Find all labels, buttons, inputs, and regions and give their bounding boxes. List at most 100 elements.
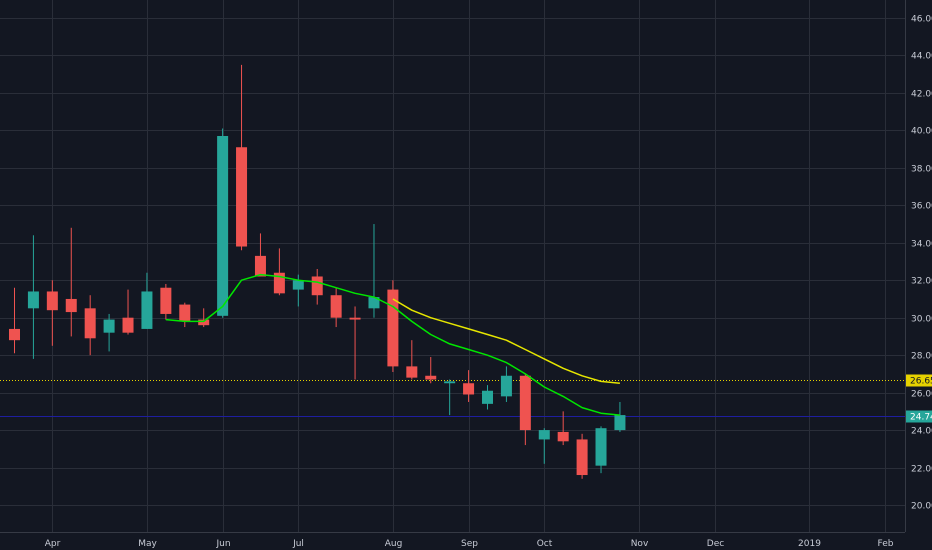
moving-average-line bbox=[165, 273, 620, 416]
x-tick-label: Nov bbox=[631, 539, 649, 549]
candle-body bbox=[141, 291, 153, 329]
candle-body bbox=[84, 308, 96, 339]
candle bbox=[406, 340, 418, 380]
y-tick-label: 40.00 bbox=[911, 127, 932, 137]
candle bbox=[368, 224, 380, 318]
candle bbox=[595, 426, 607, 474]
x-tick-label: Jun bbox=[215, 539, 230, 549]
candle-body bbox=[349, 317, 361, 320]
y-tick-label: 20.00 bbox=[911, 502, 932, 512]
x-tick-label: May bbox=[138, 539, 157, 549]
candle-body bbox=[292, 280, 304, 290]
candle bbox=[9, 287, 20, 354]
candle bbox=[141, 272, 153, 329]
candle-body bbox=[406, 366, 418, 378]
candle bbox=[538, 428, 550, 464]
candle bbox=[576, 433, 588, 479]
grid bbox=[0, 0, 905, 532]
price-label: 24.74 bbox=[910, 413, 932, 423]
candle bbox=[444, 379, 456, 416]
price-lines bbox=[0, 380, 905, 417]
x-tick-label: 2019 bbox=[798, 539, 821, 549]
candle-body bbox=[236, 147, 248, 247]
y-tick-label: 32.00 bbox=[911, 277, 932, 287]
candle bbox=[46, 280, 58, 346]
candle bbox=[330, 287, 342, 328]
candle-body bbox=[368, 297, 380, 309]
candle bbox=[84, 295, 96, 356]
candle-body bbox=[27, 291, 39, 309]
candle bbox=[557, 411, 569, 446]
candle-body bbox=[103, 319, 115, 333]
moving-average-line bbox=[392, 298, 620, 385]
x-tick-label: Apr bbox=[45, 539, 61, 549]
candle bbox=[482, 385, 493, 410]
price-label-box bbox=[906, 410, 932, 423]
candle-body bbox=[500, 375, 512, 397]
y-tick-label: 42.00 bbox=[911, 90, 932, 100]
candle-body bbox=[122, 317, 134, 333]
candle bbox=[519, 373, 531, 446]
candle-body bbox=[217, 136, 229, 316]
candle bbox=[160, 283, 172, 320]
candle-body bbox=[198, 319, 210, 326]
candle-body bbox=[160, 287, 172, 314]
candle-body bbox=[557, 431, 569, 442]
candle-body bbox=[595, 428, 607, 466]
candle-body bbox=[311, 276, 323, 296]
candle bbox=[387, 280, 399, 373]
candle-body bbox=[9, 328, 20, 341]
y-tick-label: 38.00 bbox=[911, 165, 932, 175]
candle bbox=[236, 64, 248, 251]
candle bbox=[217, 128, 229, 318]
x-tick-label: Jul bbox=[292, 539, 304, 549]
candle-body bbox=[330, 295, 342, 318]
candle-body bbox=[425, 375, 437, 380]
price-label-box bbox=[906, 374, 932, 387]
price-label: 26.65 bbox=[910, 377, 932, 387]
y-tick-label: 28.00 bbox=[911, 352, 932, 362]
candle-body bbox=[444, 381, 456, 384]
y-tick-label: 30.00 bbox=[911, 315, 932, 325]
candle bbox=[425, 357, 437, 384]
y-tick-label: 34.00 bbox=[911, 240, 932, 250]
y-tick-label: 44.00 bbox=[911, 52, 932, 62]
y-tick-label: 36.00 bbox=[911, 202, 932, 212]
x-tick-label: Oct bbox=[537, 539, 553, 549]
candle-body bbox=[482, 390, 493, 404]
candle-body bbox=[463, 383, 475, 395]
candle bbox=[273, 248, 285, 296]
x-tick-label: Dec bbox=[707, 539, 724, 549]
candle-body bbox=[576, 439, 588, 476]
candle-body bbox=[273, 272, 285, 294]
candle bbox=[614, 401, 626, 432]
candle bbox=[179, 302, 191, 328]
candle-body bbox=[614, 415, 626, 431]
candle bbox=[500, 366, 512, 402]
x-tick-label: Sep bbox=[461, 539, 478, 549]
candle-body bbox=[179, 304, 191, 322]
candle bbox=[311, 268, 323, 305]
candle-body bbox=[538, 430, 550, 440]
candle bbox=[27, 235, 39, 359]
candle bbox=[349, 306, 361, 380]
candle bbox=[198, 308, 210, 328]
y-tick-label: 22.00 bbox=[911, 465, 932, 475]
y-tick-label: 26.00 bbox=[911, 390, 932, 400]
candle bbox=[103, 313, 115, 352]
x-tick-label: Aug bbox=[385, 539, 403, 549]
y-tick-label: 24.00 bbox=[911, 427, 932, 437]
candle bbox=[65, 227, 77, 337]
candle-body bbox=[65, 298, 77, 313]
candle-body bbox=[254, 255, 266, 277]
candle-body bbox=[387, 289, 399, 367]
candle-body bbox=[46, 291, 58, 311]
candle-body bbox=[519, 375, 531, 431]
x-tick-label: Feb bbox=[878, 539, 894, 549]
candle bbox=[254, 233, 266, 277]
candle bbox=[463, 370, 475, 402]
y-tick-label: 46.00 bbox=[911, 15, 932, 25]
